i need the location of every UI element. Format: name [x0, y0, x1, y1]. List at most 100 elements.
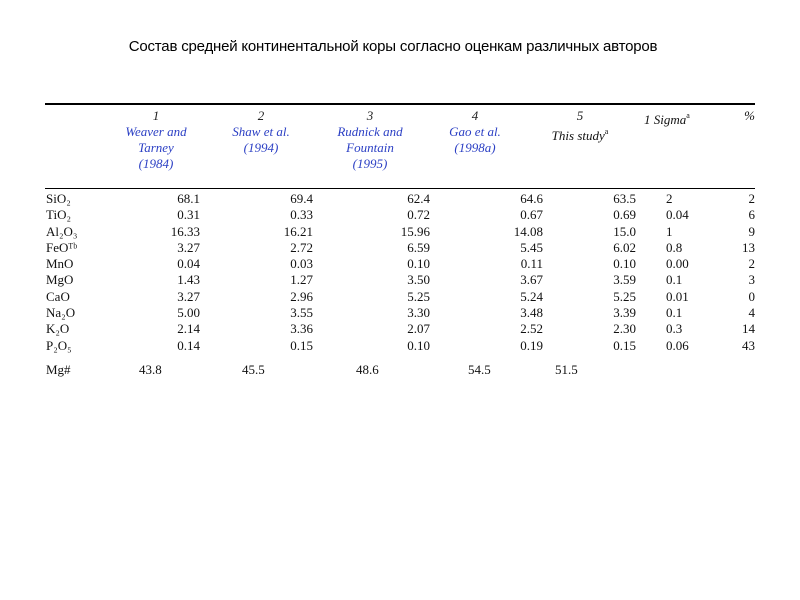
table-cell: 3.67 — [520, 272, 543, 288]
mg-number-label: Mg# — [46, 361, 71, 377]
table-cell: 0.10 — [407, 256, 430, 272]
column-number: 3 — [366, 108, 374, 123]
table-cell: 5.25 — [407, 288, 430, 304]
table-row: K₂O 2.14 3.36 2.07 2.52 2.30 0.3 14 — [46, 321, 755, 337]
column-header-1: 1 Weaver and Tarney (1984) — [103, 108, 209, 172]
table-row: MgO 1.43 1.27 3.50 3.67 3.59 0.1 3 — [46, 272, 755, 288]
table-cell: 2.72 — [290, 239, 313, 255]
table-cell: 54.5 — [468, 361, 491, 377]
column-number: 1 — [152, 108, 160, 123]
table-cell: 0.67 — [520, 207, 543, 223]
sigma-cell: 0.01 — [666, 288, 689, 304]
percent-cell: 3 — [748, 272, 756, 288]
table-cell: 0.04 — [177, 256, 200, 272]
column-header-3: 3 Rudnick and Fountain (1995) — [325, 108, 415, 172]
table-cell: 14.08 — [513, 223, 543, 239]
table-cell: 2.07 — [407, 321, 430, 337]
table-cell: 3.55 — [290, 305, 313, 321]
table-cell: 48.6 — [356, 361, 379, 377]
percent-cell: 14 — [742, 321, 755, 337]
column-author-line: (1995) — [352, 156, 388, 171]
table-row: Al₂O₃ 16.33 16.21 15.96 14.08 15.0 1 9 — [46, 224, 755, 240]
table-row: Na₂O 5.00 3.55 3.30 3.48 3.39 0.1 4 — [46, 305, 755, 321]
footnote-marker: a — [686, 111, 690, 120]
table-cell: 2.96 — [290, 288, 313, 304]
column-author-line: (1994) — [243, 140, 279, 155]
sigma-cell: 0.1 — [666, 305, 683, 321]
composition-table: SiO₂ 68.1 69.4 62.4 64.6 63.5 2 2 TiO₂ 0.31 0.33 0.… — [46, 191, 755, 378]
table-cell: 0.31 — [177, 207, 200, 223]
percent-cell: 9 — [748, 223, 756, 239]
table-cell: 3.48 — [520, 305, 543, 321]
column-author-line: Fountain — [346, 140, 394, 155]
table-cell: 3.27 — [177, 239, 200, 255]
column-header-4: 4 Gao et al. (1998a) — [430, 108, 520, 156]
percent-cell: 2 — [748, 191, 756, 206]
table-cell: 2.52 — [520, 321, 543, 337]
oxide-label: CaO — [46, 288, 70, 304]
table-cell: 0.69 — [613, 207, 636, 223]
table-cell: 16.21 — [283, 223, 313, 239]
sigma-cell: 0.00 — [666, 256, 689, 272]
column-author-line: (1984) — [138, 156, 174, 171]
slide-title: Состав средней континентальной коры согл… — [128, 38, 658, 55]
table-row: FeOᵀᵇ 3.27 2.72 6.59 5.45 6.02 0.8 13 — [46, 240, 755, 256]
footnote-marker: a — [604, 127, 609, 136]
sigma-label: 1 Sigma — [644, 112, 687, 127]
table-cell: 0.33 — [290, 207, 313, 223]
oxide-label: FeOᵀᵇ — [46, 239, 78, 255]
table-cell: 15.96 — [400, 223, 430, 239]
column-header-2: 2 Shaw et al. (1994) — [214, 108, 308, 156]
percent-cell: 2 — [748, 256, 756, 272]
table-cell: 0.10 — [407, 337, 430, 353]
column-author-line: (1998a) — [454, 140, 496, 155]
sigma-cell: 0.8 — [666, 239, 683, 255]
oxide-label: K₂O — [46, 321, 70, 337]
oxide-label: SiO₂ — [46, 191, 71, 206]
table-cell: 3.27 — [177, 288, 200, 304]
table-cell: 0.15 — [290, 337, 313, 353]
table-cell: 3.30 — [407, 305, 430, 321]
table-cell: 64.6 — [520, 191, 543, 206]
column-author-line: Rudnick and — [337, 124, 403, 139]
percent-cell: 6 — [748, 207, 756, 223]
table-cell: 68.1 — [177, 191, 200, 206]
percent-cell: 0 — [748, 288, 756, 304]
table-cell: 3.36 — [290, 321, 313, 337]
table-cell: 0.72 — [407, 207, 430, 223]
this-study-label: This study — [551, 128, 605, 143]
table-cell: 6.59 — [407, 239, 430, 255]
sigma-cell: 0.1 — [666, 272, 683, 288]
sigma-cell: 0.04 — [666, 207, 689, 223]
table-row: CaO 3.27 2.96 5.25 5.24 5.25 0.01 0 — [46, 289, 755, 305]
oxide-label: TiO₂ — [46, 207, 72, 223]
table-cell: 43.8 — [139, 361, 162, 377]
table-cell: 69.4 — [290, 191, 313, 206]
sigma-cell: 0.3 — [666, 321, 683, 337]
oxide-label: MnO — [46, 256, 74, 272]
sigma-cell: 2 — [666, 191, 673, 206]
column-author-line: Shaw et al. — [232, 124, 290, 139]
table-row: MnO 0.04 0.03 0.10 0.11 0.10 0.00 2 — [46, 256, 755, 272]
table-cell: 45.5 — [242, 361, 265, 377]
table-cell: 6.02 — [613, 239, 636, 255]
table-cell: 5.24 — [520, 288, 543, 304]
table-cell: 3.39 — [613, 305, 636, 321]
column-number: 2 — [257, 108, 265, 123]
table-cell: 0.10 — [613, 256, 636, 272]
table-cell: 16.33 — [170, 223, 200, 239]
column-author-line: Gao et al. — [449, 124, 501, 139]
column-number: 4 — [471, 108, 479, 123]
table-top-rule — [45, 103, 755, 105]
column-author-line: This studya — [540, 124, 620, 144]
table-cell: 3.50 — [407, 272, 430, 288]
table-cell: 1.43 — [177, 272, 200, 288]
oxide-label: MgO — [46, 272, 74, 288]
column-header-5: 5 This studya — [540, 108, 620, 144]
table-cell: 51.5 — [555, 361, 578, 377]
oxide-label: Na₂O — [46, 305, 76, 321]
table-cell: 63.5 — [613, 191, 636, 206]
table-header-rule — [45, 188, 755, 189]
sigma-cell: 1 — [666, 223, 673, 239]
table-cell: 0.11 — [520, 256, 543, 272]
